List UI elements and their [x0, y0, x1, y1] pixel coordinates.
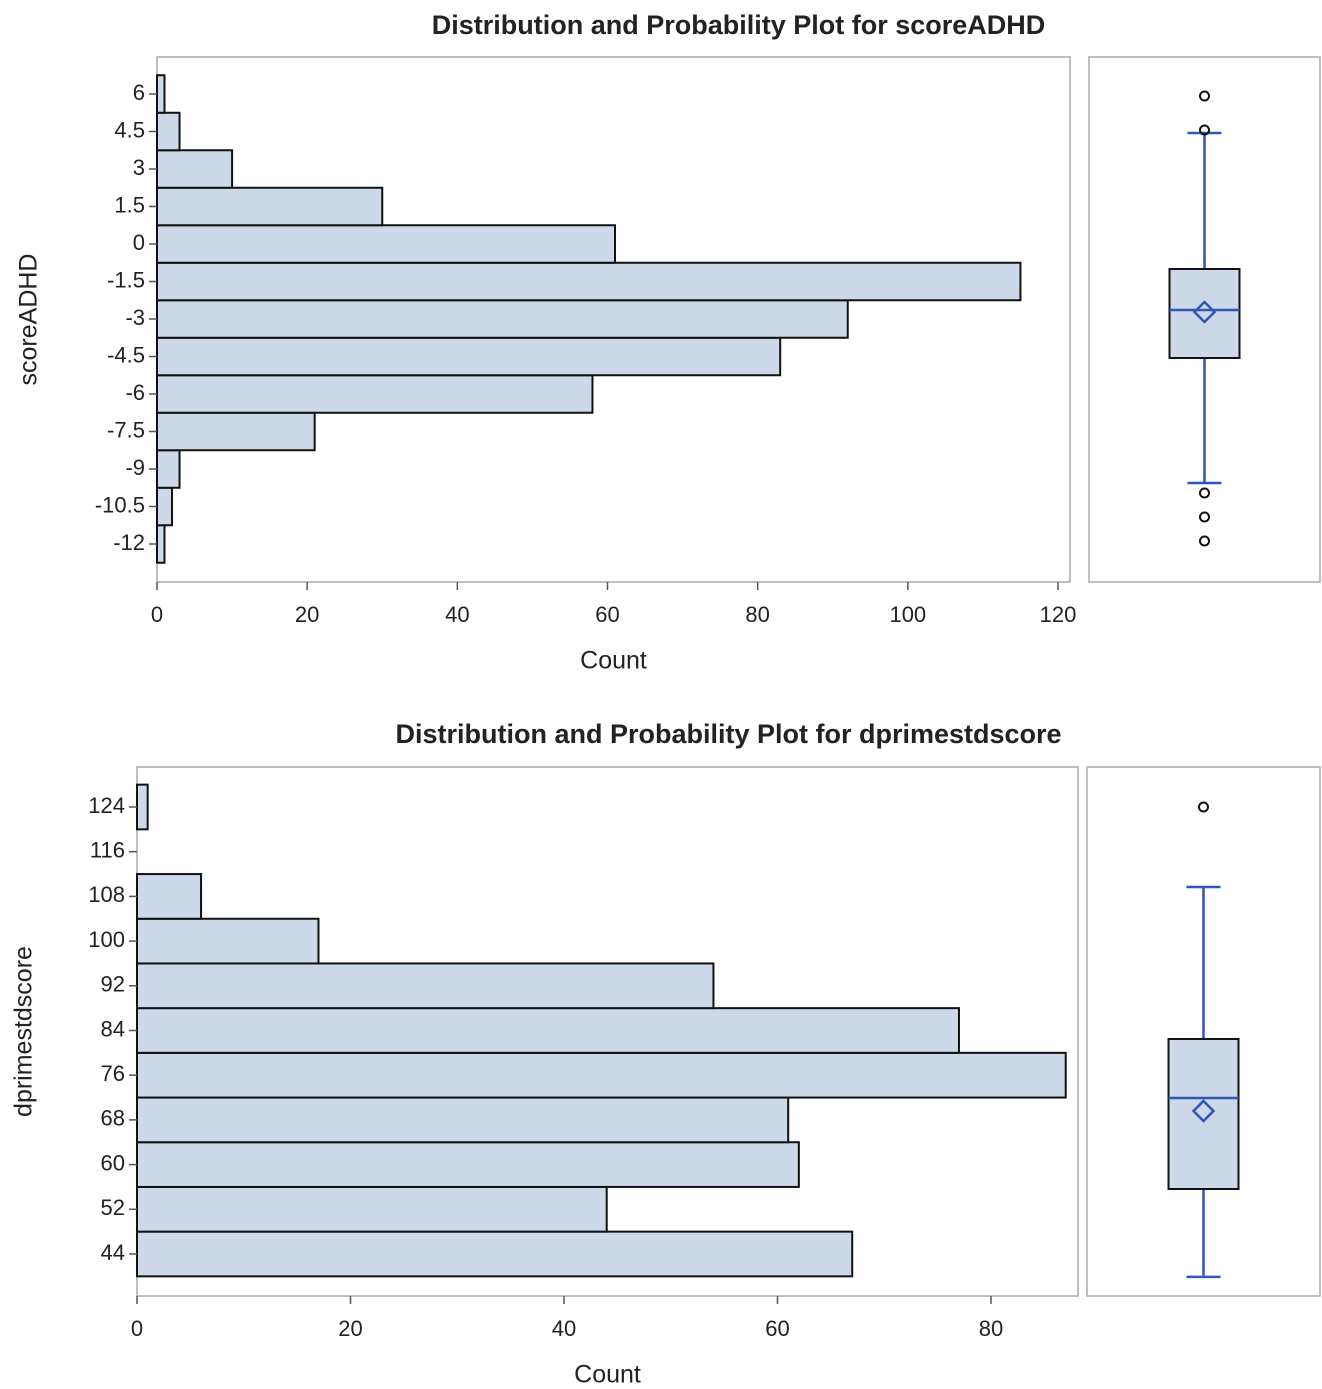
x-axis-label: Count: [580, 647, 647, 675]
y-tick-label: 100: [88, 927, 125, 952]
y-axis-label: dprimestdscore: [10, 946, 38, 1117]
histogram-bar: [136, 1230, 854, 1278]
y-tick-label: 4.5: [114, 117, 145, 142]
box: [1167, 1037, 1240, 1191]
x-tick-label: 40: [445, 602, 469, 627]
x-tick-label: 80: [979, 1316, 1003, 1341]
y-tick-label: -12: [113, 530, 145, 555]
histogram-bar: [156, 411, 316, 452]
mean-marker: [1191, 1099, 1216, 1123]
histogram-bar: [156, 299, 849, 339]
x-tick-label: 20: [338, 1316, 362, 1341]
histogram-bar: [156, 186, 384, 227]
y-tick-label: 1.5: [114, 192, 145, 217]
histogram-bar: [156, 74, 166, 114]
box-frame: [1086, 766, 1321, 1297]
outlier: [1199, 487, 1210, 499]
y-tick-label: -6: [125, 380, 145, 405]
x-tick-label: 0: [131, 1316, 143, 1341]
x-tick-label: 0: [151, 602, 163, 627]
x-tick-label: 60: [595, 602, 619, 627]
histogram-bar: [156, 374, 594, 414]
y-tick-label: 44: [101, 1240, 125, 1265]
y-tick-label: 84: [101, 1016, 125, 1041]
histogram-bar: [156, 261, 1022, 302]
histogram-bar: [136, 1096, 790, 1144]
x-tick-label: 40: [552, 1316, 576, 1341]
y-tick-label: 68: [101, 1106, 125, 1131]
x-axis-label: Count: [574, 1361, 641, 1389]
y-tick-label: 76: [101, 1061, 125, 1086]
outlier: [1199, 535, 1210, 547]
y-tick-label: -9: [125, 455, 145, 480]
histogram-bar: [156, 149, 234, 189]
outlier: [1199, 511, 1210, 523]
histogram-bar: [136, 1185, 608, 1233]
y-tick-label: -7.5: [107, 417, 145, 442]
y-tick-label: 3: [133, 155, 145, 180]
histogram-bar: [136, 1007, 960, 1054]
mean-marker: [1192, 300, 1217, 324]
histogram-bar: [136, 1051, 1067, 1099]
y-tick-label: 0: [133, 230, 145, 255]
histogram-bar: [156, 336, 782, 377]
x-tick-label: 20: [295, 602, 319, 627]
histogram-bar: [136, 962, 715, 1010]
histogram-bar: [156, 224, 617, 264]
y-tick-label: 52: [101, 1195, 125, 1220]
histogram-bar: [156, 111, 181, 152]
chart-title: Distribution and Probability Plot for dp…: [395, 719, 1061, 749]
histogram-bar: [156, 486, 174, 527]
x-tick-label: 80: [745, 602, 769, 627]
outlier: [1199, 124, 1210, 136]
y-tick-label: -1.5: [107, 267, 145, 292]
y-tick-label: 92: [101, 972, 125, 997]
outlier: [1199, 90, 1210, 102]
y-tick-label: 124: [88, 793, 125, 818]
y-tick-label: -10.5: [95, 492, 145, 517]
box-frame: [1088, 56, 1321, 583]
box: [1168, 268, 1241, 359]
histogram-bar: [156, 524, 166, 564]
histogram-bar: [156, 449, 181, 489]
histogram-bar: [136, 917, 320, 965]
histogram-bar: [136, 1141, 800, 1188]
x-tick-label: 60: [765, 1316, 789, 1341]
histogram-bar: [136, 783, 149, 831]
y-tick-label: -3: [125, 305, 145, 330]
y-tick-label: 116: [90, 838, 125, 863]
outlier: [1198, 801, 1209, 813]
x-tick-label: 120: [1040, 602, 1077, 627]
y-tick-label: 60: [101, 1150, 125, 1175]
y-tick-label: 6: [133, 80, 145, 105]
chart-title: Distribution and Probability Plot for sc…: [432, 10, 1046, 40]
histogram-bar: [136, 873, 203, 920]
x-tick-label: 100: [889, 602, 926, 627]
y-tick-label: -4.5: [107, 342, 145, 367]
y-tick-label: 108: [88, 882, 125, 907]
y-axis-label: scoreADHD: [15, 254, 43, 386]
